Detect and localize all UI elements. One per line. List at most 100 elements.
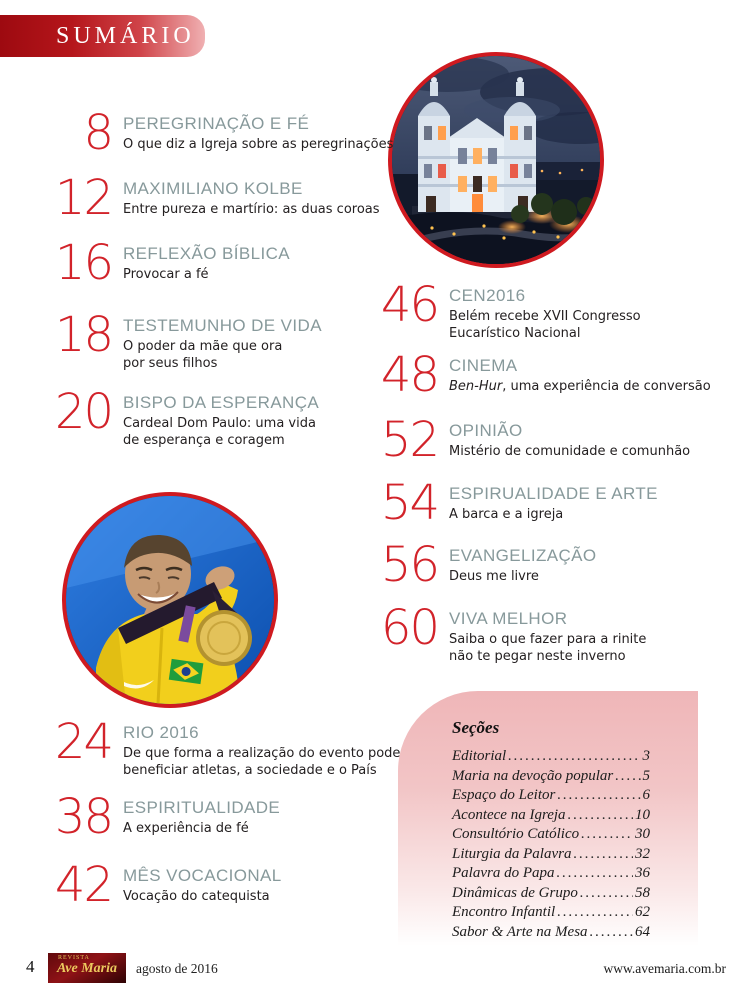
dot-leader: ........................................…	[567, 806, 633, 823]
section-item: Palavra do Papa.........................…	[452, 864, 650, 884]
section-item-label: Acontece na Igreja	[452, 806, 566, 823]
section-item: Editorial...............................…	[452, 747, 650, 767]
toc-entry-title: MÊS VOCACIONAL	[123, 866, 282, 885]
toc-entry-subtitle: Belém recebe XVII Congresso Eucarístico N…	[449, 309, 641, 342]
toc-entry-subtitle: Mistério de comunidade e comunhão	[449, 444, 691, 460]
toc-entry: 38 ESPIRITUALIDADE A experiência de fé	[54, 789, 280, 845]
dot-leader: ........................................…	[557, 787, 640, 803]
section-item-page-number: 62	[635, 904, 650, 920]
toc-entry-title: EVANGELIZAÇÃO	[449, 546, 597, 565]
section-item-label: Encontro Infantil	[452, 904, 556, 920]
section-item-label: Liturgia da Palavra	[452, 845, 572, 862]
toc-entry: 60 VIVA MELHOR Saiba o que fazer para a ri…	[380, 600, 646, 666]
toc-entry-text: REFLEXÃO BÍBLICA Provocar a fé	[123, 243, 290, 283]
toc-entry-text: BISPO DA ESPERANÇA Cardeal Dom Paulo: uma…	[123, 392, 319, 450]
toc-entry-subtitle: Cardeal Dom Paulo: uma vida de esperança …	[123, 416, 316, 449]
section-item: Sabor & Arte na Mesa....................…	[452, 923, 650, 943]
toc-entry-page-number: 38	[54, 789, 114, 845]
toc-entry-subtitle: Entre pureza e martírio: as duas coroas	[123, 202, 380, 218]
section-item-page-number: 5	[642, 767, 651, 784]
section-item-label: Dinâmicas de Grupo	[452, 884, 578, 901]
toc-entry-subtitle: Vocação do catequista	[123, 889, 270, 905]
toc-entry: 12 MAXIMILIANO KOLBE Entre pureza e martír…	[54, 174, 380, 222]
swimmer-gold-medal-photo	[62, 492, 278, 708]
dot-leader: ........................................…	[589, 923, 633, 940]
section-item-label: Sabor & Arte na Mesa	[452, 923, 588, 940]
section-item-label: Editorial	[452, 748, 507, 764]
toc-entry-subtitle: Deus me livre	[449, 569, 539, 585]
dot-leader: ........................................…	[556, 865, 634, 881]
sections-box: Seções Editorial........................…	[398, 691, 698, 946]
footer-date: agosto de 2016	[136, 961, 218, 976]
sections-heading: Seções	[452, 718, 500, 737]
toc-entry-page-number: 48	[380, 347, 440, 403]
toc-entry-title: CEN2016	[449, 286, 526, 305]
dot-leader: ........................................…	[557, 904, 633, 920]
summary-header-bar: SUMÁRIO	[0, 15, 205, 57]
toc-entry: 42 MÊS VOCACIONAL Vocação do catequista	[54, 857, 282, 913]
toc-entry-subtitle: Saiba o que fazer para a rinite não te pe…	[449, 632, 647, 665]
toc-entry-title: MAXIMILIANO KOLBE	[123, 179, 303, 198]
toc-entry: 20 BISPO DA ESPERANÇA Cardeal Dom Paulo: u…	[54, 384, 319, 450]
toc-entry: 46 CEN2016 Belém recebe XVII Congresso Euca…	[380, 277, 641, 343]
toc-entry-page-number: 8	[83, 105, 114, 161]
toc-entry-subtitle: O poder da mãe que ora por seus filhos	[123, 339, 283, 372]
toc-entry-page-number: 46	[380, 277, 440, 333]
toc-entry-title: BISPO DA ESPERANÇA	[123, 393, 320, 412]
toc-entry-page-number: 20	[54, 384, 114, 440]
section-item: Consultório Católico....................…	[452, 825, 650, 845]
dot-leader: ........................................…	[508, 748, 641, 764]
section-item: Dinâmicas de Grupo......................…	[452, 884, 650, 904]
toc-entry: 18 TESTEMUNHO DE VIDA O poder da mãe que o…	[54, 307, 322, 373]
toc-entry-title: RIO 2016	[123, 723, 199, 742]
toc-entry-text: MAXIMILIANO KOLBE Entre pureza e martírio…	[123, 178, 380, 218]
magazine-logo-kicker: Revista	[58, 955, 90, 961]
footer-website-url: www.avemaria.com.br	[603, 961, 726, 976]
section-item-page-number: 3	[642, 748, 651, 764]
sections-list: Editorial...............................…	[452, 747, 650, 942]
toc-entry-title: VIVA MELHOR	[449, 609, 568, 628]
toc-entry-page-number: 56	[380, 537, 440, 593]
toc-entry: 8 PEREGRINAÇÃO E FÉ O que diz a Igreja sob…	[54, 105, 393, 161]
magazine-logo-title: Ave Maria	[56, 961, 117, 976]
toc-entry: 48 CINEMA Ben-Hur, uma experiência de conv…	[380, 347, 711, 403]
section-item-page-number: 30	[635, 826, 650, 842]
toc-entry-page-number: 18	[54, 307, 114, 363]
dot-leader: ........................................…	[615, 767, 640, 784]
toc-entry-text: VIVA MELHOR Saiba o que fazer para a rini…	[449, 608, 646, 666]
dot-leader: ........................................…	[573, 845, 633, 862]
section-item-page-number: 64	[635, 923, 650, 940]
magazine-logo: Revista Ave Maria	[48, 953, 126, 983]
toc-entry-text: TESTEMUNHO DE VIDA O poder da mãe que ora…	[123, 315, 322, 373]
toc-entry-text: OPINIÃO Mistério de comunidade e comunhão	[449, 420, 690, 460]
toc-entry-page-number: 52	[380, 412, 440, 468]
section-item: Liturgia da Palavra.....................…	[452, 845, 650, 865]
toc-entry-subtitle: Provocar a fé	[123, 267, 209, 283]
section-item: Encontro Infantil.......................…	[452, 903, 650, 923]
page-title: SUMÁRIO	[56, 23, 195, 49]
toc-entry-text: RIO 2016 De que forma a realização do eve…	[123, 722, 400, 780]
section-item-label: Consultório Católico	[452, 826, 580, 842]
toc-entry: 16 REFLEXÃO BÍBLICA Provocar a fé	[54, 239, 290, 287]
toc-entry-page-number: 42	[54, 857, 114, 913]
toc-entry-text: ESPIRUALIDADE E ARTE A barca e a igreja	[449, 483, 658, 523]
section-item-page-number: 6	[642, 787, 651, 803]
toc-entry-title: REFLEXÃO BÍBLICA	[123, 244, 291, 263]
section-item: Acontece na Igreja......................…	[452, 806, 650, 826]
toc-entry-text: PEREGRINAÇÃO E FÉ O que diz a Igreja sobr…	[123, 113, 393, 153]
toc-entry-subtitle: O que diz a Igreja sobre as peregrinaçõe…	[123, 137, 394, 153]
toc-entry-title: TESTEMUNHO DE VIDA	[123, 316, 322, 335]
section-item: Maria na devoção popular................…	[452, 767, 650, 787]
swimmer-illustration	[66, 496, 274, 704]
toc-entry-text: CEN2016 Belém recebe XVII Congresso Eucarí…	[449, 285, 641, 343]
toc-entry-page-number: 54	[380, 475, 440, 531]
toc-entry-title: OPINIÃO	[449, 421, 523, 440]
section-item-page-number: 32	[635, 845, 650, 862]
toc-entry-subtitle: Ben-Hur, uma experiência de conversão	[449, 379, 711, 395]
toc-entry-text: ESPIRITUALIDADE A experiência de fé	[123, 797, 280, 837]
section-item-page-number: 58	[635, 884, 650, 901]
toc-entry: 24 RIO 2016 De que forma a realização do e…	[54, 718, 401, 780]
toc-entry-title: CINEMA	[449, 356, 518, 375]
toc-entry-page-number: 60	[380, 600, 440, 656]
toc-entry-title: ESPIRUALIDADE E ARTE	[449, 484, 658, 503]
